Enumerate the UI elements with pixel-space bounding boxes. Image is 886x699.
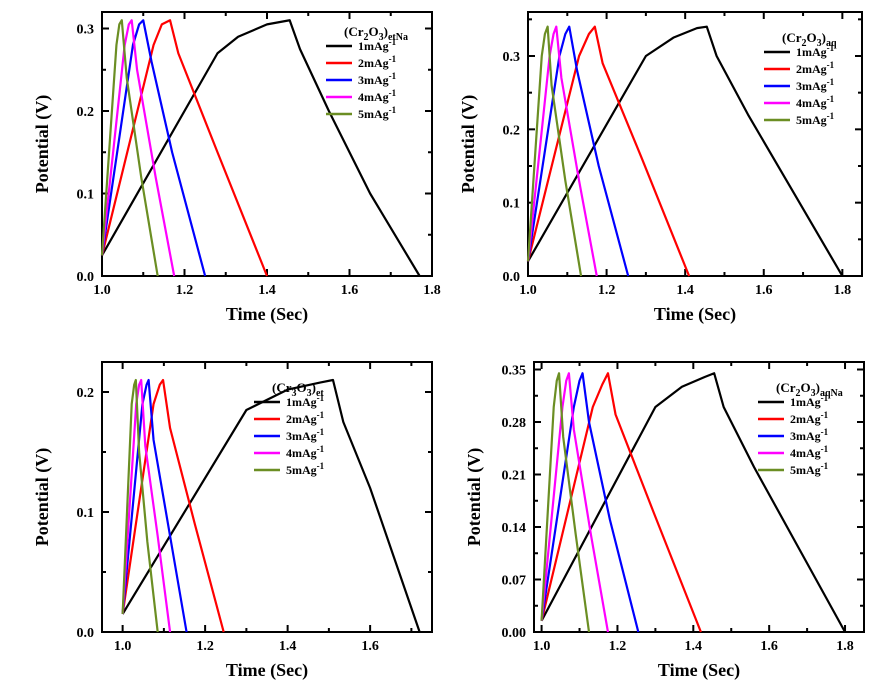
xtick-label: 1.2: [176, 283, 194, 298]
series-line: [102, 20, 267, 276]
ytick-label: 0.1: [77, 506, 95, 521]
legend-label: 4mAg-1: [790, 444, 829, 460]
legend-label: 3mAg-1: [796, 77, 835, 93]
chart-svg: 1.0 1.2 1.4 1.6 0.0 0.1 0.2 Time (Sec) Potential…: [24, 352, 444, 690]
series-line: [542, 373, 701, 632]
xtick-label: 1.4: [258, 283, 276, 298]
xtick-label: 1.8: [423, 283, 441, 298]
series-line: [528, 27, 597, 276]
xtick-label: 1.0: [519, 283, 537, 298]
legend-label: 4mAg-1: [796, 94, 835, 110]
ytick-label: 0.28: [502, 416, 527, 431]
series-line: [123, 380, 170, 632]
ylabel: Potential (V): [32, 448, 53, 546]
xlabel: Time (Sec): [226, 304, 308, 325]
xlabel: Time (Sec): [658, 660, 740, 681]
series-line: [528, 27, 689, 276]
legend-label: 1mAg-1: [286, 393, 325, 409]
ylabel: Potential (V): [458, 95, 479, 193]
legend-label: 1mAg-1: [358, 37, 397, 53]
ylabel: Potential (V): [464, 448, 485, 546]
legend-label: 2mAg-1: [286, 410, 325, 426]
series-line: [102, 20, 205, 276]
ytick-label: 0.2: [503, 123, 521, 138]
chart-panel-topright: 1.0 1.2 1.4 1.6 1.8 0.0 0.1 0.2 0.3 Time (Sec) Pot…: [456, 4, 876, 332]
chart-svg: 1.0 1.2 1.4 1.6 1.8 0.0 0.1 0.2 0.3 Time (Sec) Pot…: [24, 4, 444, 332]
ytick-label: 0.14: [502, 521, 527, 536]
xtick-label: 1.2: [609, 639, 627, 654]
ytick-label: 0.0: [77, 270, 95, 285]
ytick-label: 0.21: [502, 469, 527, 484]
legend-label: 5mAg-1: [286, 461, 325, 477]
xlabel: Time (Sec): [226, 660, 308, 681]
ytick-label: 0.0: [77, 626, 95, 641]
chart-panel-topleft: 1.0 1.2 1.4 1.6 1.8 0.0 0.1 0.2 0.3 Time (Sec) Pot…: [24, 4, 444, 332]
legend-label: 3mAg-1: [358, 71, 397, 87]
xtick-label: 1.8: [834, 283, 852, 298]
xtick-label: 1.0: [93, 283, 111, 298]
legend-label: 2mAg-1: [790, 410, 829, 426]
ylabel: Potential (V): [32, 95, 53, 193]
ytick-label: 0.1: [77, 188, 95, 203]
xtick-label: 1.6: [760, 639, 778, 654]
ytick-label: 0.0: [503, 270, 521, 285]
xtick-label: 1.8: [836, 639, 854, 654]
ytick-label: 0.3: [77, 23, 95, 38]
figure: 1.0 1.2 1.4 1.6 1.8 0.0 0.1 0.2 0.3 Time (Sec) Pot…: [0, 0, 886, 699]
ytick-label: 0.00: [502, 626, 527, 641]
series-line: [542, 373, 608, 632]
ytick-label: 0.3: [503, 50, 521, 65]
legend-label: 3mAg-1: [286, 427, 325, 443]
legend-label: 1mAg-1: [796, 43, 835, 59]
chart-panel-bottomleft: 1.0 1.2 1.4 1.6 0.0 0.1 0.2 Time (Sec) Potential…: [24, 352, 444, 690]
legend-label: 5mAg-1: [790, 461, 829, 477]
chart-svg: 1.0 1.2 1.4 1.6 1.8 0.0 0.1 0.2 0.3 Time (Sec) Pot…: [456, 4, 876, 332]
legend-label: 4mAg-1: [358, 88, 397, 104]
legend-label: 2mAg-1: [358, 54, 397, 70]
xtick-label: 1.4: [279, 639, 297, 654]
xtick-label: 1.6: [361, 639, 379, 654]
ytick-label: 0.2: [77, 105, 95, 120]
legend-label: 5mAg-1: [796, 111, 835, 127]
xtick-label: 1.4: [676, 283, 694, 298]
chart-panel-bottomright: 1.0 1.2 1.4 1.6 1.8 0.00 0.07 0.14 0.21 0.28 0.35 T…: [456, 352, 876, 690]
legend-label: 4mAg-1: [286, 444, 325, 460]
xlabel: Time (Sec): [654, 304, 736, 325]
xtick-label: 1.0: [533, 639, 551, 654]
ytick-label: 0.35: [502, 364, 527, 379]
xtick-label: 1.2: [598, 283, 616, 298]
legend-label: 1mAg-1: [790, 393, 829, 409]
ytick-label: 0.1: [503, 197, 521, 212]
xtick-label: 1.6: [341, 283, 359, 298]
xtick-label: 1.6: [755, 283, 773, 298]
legend-label: 5mAg-1: [358, 105, 397, 121]
xtick-label: 1.4: [685, 639, 703, 654]
xtick-label: 1.0: [114, 639, 132, 654]
legend-label: 3mAg-1: [790, 427, 829, 443]
chart-svg: 1.0 1.2 1.4 1.6 1.8 0.00 0.07 0.14 0.21 0.28 0.35 T…: [456, 352, 876, 690]
ytick-label: 0.07: [502, 574, 527, 589]
legend-label: 2mAg-1: [796, 60, 835, 76]
ytick-label: 0.2: [77, 386, 95, 401]
xtick-label: 1.2: [196, 639, 214, 654]
